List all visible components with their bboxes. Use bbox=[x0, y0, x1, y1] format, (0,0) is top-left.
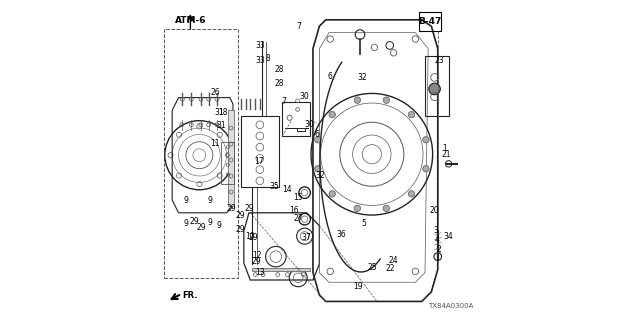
Text: 11: 11 bbox=[211, 139, 220, 148]
Bar bbox=[425, 56, 449, 116]
Text: 14: 14 bbox=[282, 185, 292, 194]
Text: 6: 6 bbox=[328, 72, 333, 81]
Text: 1: 1 bbox=[442, 144, 447, 153]
Text: 19: 19 bbox=[353, 282, 363, 291]
Text: 30: 30 bbox=[300, 92, 310, 101]
Text: 9: 9 bbox=[217, 221, 221, 230]
Circle shape bbox=[354, 97, 360, 103]
Text: 26: 26 bbox=[211, 88, 220, 97]
Text: 2: 2 bbox=[436, 245, 441, 254]
Text: 15: 15 bbox=[293, 193, 303, 202]
Text: 36: 36 bbox=[336, 230, 346, 239]
Text: 18: 18 bbox=[219, 108, 228, 117]
Polygon shape bbox=[228, 110, 234, 206]
Circle shape bbox=[383, 205, 390, 212]
Text: 29: 29 bbox=[189, 217, 200, 226]
Text: 9: 9 bbox=[184, 196, 189, 205]
Text: B-47: B-47 bbox=[419, 17, 442, 26]
Circle shape bbox=[329, 191, 335, 197]
Text: TX84A0300A: TX84A0300A bbox=[428, 303, 473, 308]
Text: 8: 8 bbox=[266, 54, 271, 63]
Text: 4: 4 bbox=[435, 236, 439, 244]
Text: 35: 35 bbox=[269, 182, 280, 191]
Text: 13: 13 bbox=[255, 268, 265, 277]
Text: 31: 31 bbox=[216, 121, 227, 130]
Text: 33: 33 bbox=[255, 56, 265, 65]
Text: 32: 32 bbox=[315, 171, 325, 180]
Text: 37: 37 bbox=[301, 233, 312, 242]
Text: 32: 32 bbox=[357, 73, 367, 82]
Text: 29: 29 bbox=[196, 223, 207, 232]
Text: 24: 24 bbox=[388, 256, 398, 265]
Circle shape bbox=[314, 165, 321, 172]
Text: 27: 27 bbox=[293, 214, 303, 223]
Text: 9: 9 bbox=[184, 220, 189, 228]
Bar bbox=[419, 12, 441, 31]
Circle shape bbox=[408, 111, 415, 118]
Text: 17: 17 bbox=[253, 157, 264, 166]
Text: 29: 29 bbox=[236, 225, 246, 234]
Text: 33: 33 bbox=[255, 41, 265, 50]
Text: 28: 28 bbox=[275, 65, 284, 74]
Text: 31: 31 bbox=[214, 108, 224, 117]
Text: 34: 34 bbox=[444, 232, 454, 241]
Bar bbox=[164, 29, 238, 278]
Polygon shape bbox=[252, 268, 310, 271]
Text: 16: 16 bbox=[289, 206, 299, 215]
Text: 22: 22 bbox=[385, 264, 394, 273]
Text: 29: 29 bbox=[226, 204, 236, 213]
Text: 20: 20 bbox=[429, 206, 440, 215]
Circle shape bbox=[329, 111, 335, 118]
Text: 12: 12 bbox=[252, 251, 262, 260]
Text: ATM-6: ATM-6 bbox=[175, 16, 206, 25]
Text: FR.: FR. bbox=[182, 291, 197, 300]
Text: 9: 9 bbox=[207, 218, 212, 227]
Circle shape bbox=[314, 137, 321, 143]
Text: 9: 9 bbox=[207, 196, 212, 205]
Circle shape bbox=[354, 205, 360, 212]
Text: 29: 29 bbox=[244, 204, 254, 213]
Circle shape bbox=[408, 191, 415, 197]
Bar bbox=[282, 102, 310, 136]
Text: 23: 23 bbox=[434, 56, 444, 65]
Text: 30: 30 bbox=[304, 120, 314, 129]
Circle shape bbox=[429, 83, 440, 95]
Text: 25: 25 bbox=[368, 263, 378, 272]
Text: 21: 21 bbox=[442, 150, 451, 159]
Circle shape bbox=[423, 165, 429, 172]
Text: 6: 6 bbox=[314, 130, 319, 139]
Circle shape bbox=[383, 97, 390, 103]
Text: 7: 7 bbox=[297, 22, 301, 31]
Text: 29: 29 bbox=[236, 211, 246, 220]
Text: 7: 7 bbox=[282, 97, 287, 106]
Text: 29: 29 bbox=[252, 257, 262, 266]
Circle shape bbox=[423, 137, 429, 143]
Text: 10: 10 bbox=[245, 232, 255, 241]
Text: 5: 5 bbox=[362, 220, 367, 228]
Text: 28: 28 bbox=[275, 79, 284, 88]
Text: 29: 29 bbox=[248, 233, 259, 242]
Text: 3: 3 bbox=[433, 226, 438, 235]
